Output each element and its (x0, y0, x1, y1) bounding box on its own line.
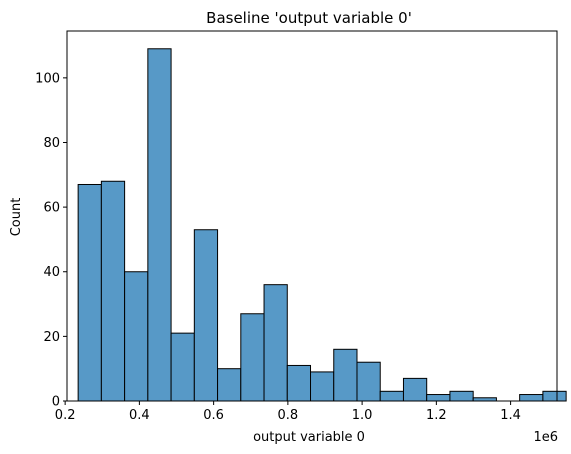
histogram-bar (147, 48, 172, 402)
histogram-bar (193, 229, 219, 402)
x-axis-ticks: 0.2 0.4 0.6 0.8 1.0 1.2 1.4 (55, 401, 521, 423)
x-tick-label: 0.4 (129, 408, 150, 423)
x-axis-label: output variable 0 (253, 430, 365, 445)
y-tick-label: 0 (52, 395, 60, 410)
bars-group (77, 48, 567, 402)
y-tick-label: 40 (43, 265, 60, 280)
plot-frame (66, 30, 558, 402)
histogram-bar (77, 183, 102, 402)
x-axis-offset-label: 1e6 (533, 430, 558, 445)
histogram-bar (449, 390, 474, 402)
x-tick-label: 1.2 (426, 408, 447, 423)
histogram-bar (286, 364, 312, 402)
x-tick-label: 1.4 (500, 408, 521, 423)
histogram-bar (542, 390, 567, 402)
histogram-bar (217, 368, 242, 402)
histogram-bar (263, 284, 288, 402)
histogram-bar (426, 394, 451, 402)
histogram-bar (310, 371, 335, 402)
x-tick-label: 0.6 (203, 408, 224, 423)
histogram-bar (379, 390, 404, 402)
histogram-bar (356, 361, 381, 402)
histogram-bar (402, 377, 428, 402)
histogram-bar (170, 332, 195, 402)
x-tick-label: 0.8 (278, 408, 299, 423)
histogram-bar (240, 313, 265, 402)
histogram-bar (333, 348, 358, 402)
y-axis-ticks: 0 20 40 60 80 100 (35, 71, 67, 410)
histogram-bar (124, 271, 149, 402)
histogram-bar (519, 394, 544, 402)
y-axis-label: Count (9, 198, 24, 237)
y-tick-label: 20 (43, 330, 60, 345)
y-tick-label: 80 (43, 136, 60, 151)
x-tick-label: 0.2 (55, 408, 76, 423)
histogram-bar (100, 180, 126, 402)
y-tick-label: 60 (43, 201, 60, 216)
x-tick-label: 1.0 (352, 408, 373, 423)
y-tick-label: 100 (35, 71, 60, 86)
chart-title: Baseline 'output variable 0' (206, 9, 412, 27)
